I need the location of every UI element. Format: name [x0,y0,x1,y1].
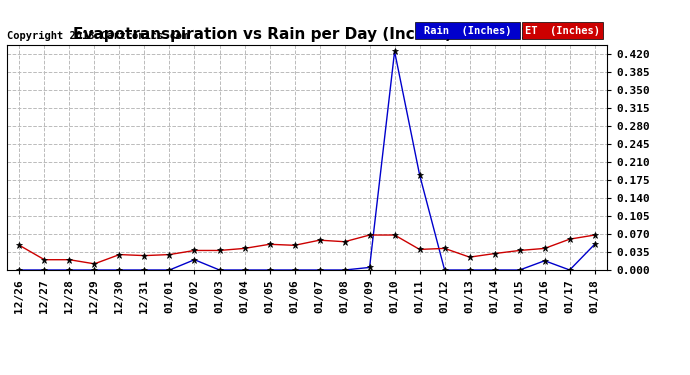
Text: Rain  (Inches): Rain (Inches) [424,26,511,36]
Text: Copyright 2013 Cartronics.com: Copyright 2013 Cartronics.com [7,32,188,41]
FancyBboxPatch shape [415,22,520,39]
Text: ET  (Inches): ET (Inches) [525,26,600,36]
Title: Evapotranspiration vs Rain per Day (Inches) 20130119: Evapotranspiration vs Rain per Day (Inch… [72,27,542,42]
FancyBboxPatch shape [522,22,603,39]
